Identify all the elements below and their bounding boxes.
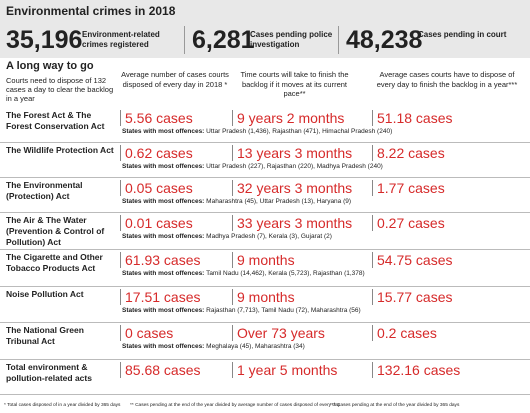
cell-value: 5.56 cases (120, 110, 193, 126)
separator (338, 26, 339, 54)
cell-value: 32 years 3 months (232, 180, 352, 196)
cell-value: Over 73 years (232, 325, 325, 341)
cell-value: 9 months (232, 289, 295, 305)
states: States with most offences: Madhya Prades… (122, 233, 332, 240)
cell-value: 0.2 cases (372, 325, 437, 341)
states-list: Tamil Nadu (14,462), Kerala (5,723), Raj… (206, 270, 365, 277)
footnote: ** Cases pending at the end of the year … (130, 403, 341, 408)
row-name: The Environmental (Protection) Act (6, 180, 83, 201)
header-band (0, 0, 530, 58)
table-row: The Wildlife Protection Act 0.62 cases 13 … (0, 143, 530, 178)
cell-value: 0.01 cases (120, 215, 193, 231)
row-name: Noise Pollution Act (6, 289, 84, 299)
states: States with most offences: Meghalaya (45… (122, 343, 305, 350)
cell-value: 1 year 5 months (232, 362, 337, 378)
states-label: States with most offences: (122, 128, 205, 135)
states-list: Rajasthan (7,713), Tamil Nadu (72), Maha… (206, 307, 361, 314)
table-row: The National Green Tribunal Act 0 cases Ov… (0, 323, 530, 360)
states: States with most offences: Tamil Nadu (1… (122, 270, 365, 277)
states-list: Uttar Pradesh (227), Rajasthan (220), Ma… (206, 163, 383, 170)
cell-value: 51.18 cases (372, 110, 453, 126)
row-name: Total environment & pollution-related ac… (6, 362, 92, 383)
cell-value: 17.51 cases (120, 289, 201, 305)
cell-value: 8.22 cases (372, 145, 445, 161)
states-list: Meghalaya (45), Maharashtra (34) (206, 343, 305, 350)
states-label: States with most offences: (122, 233, 205, 240)
cell-value: 9 months (232, 252, 295, 268)
column-header: Average cases courts have to dispose of … (376, 70, 518, 89)
stat-label: Cases pending in court (418, 30, 507, 39)
stat-value: 6,281 (192, 26, 255, 54)
title: Environmental crimes in 2018 (6, 4, 176, 18)
section-subtitle: Courts need to dispose of 132 cases a da… (6, 76, 114, 103)
table-row: The Forest Act & The Forest Conservation… (0, 108, 530, 143)
table-row: The Environmental (Protection) Act 0.05 c… (0, 178, 530, 213)
footnote: * Total cases disposed of in a year divi… (4, 403, 121, 408)
stat-value: 35,196 (6, 26, 83, 54)
stat-label: Cases pending police investigation (250, 30, 333, 49)
states: States with most offences: Uttar Pradesh… (122, 163, 383, 170)
states-label: States with most offences: (122, 270, 205, 277)
row-name: The Forest Act & The Forest Conservation… (6, 110, 105, 131)
states-list: Maharashtra (45), Uttar Pradesh (13), Ha… (206, 198, 352, 205)
cell-value: 0.05 cases (120, 180, 193, 196)
row-name: The National Green Tribunal Act (6, 325, 84, 346)
table-row: Noise Pollution Act 17.51 cases 9 months 15… (0, 287, 530, 323)
column-header: Time courts will take to finish the back… (240, 70, 349, 98)
states: States with most offences: Rajasthan (7,… (122, 307, 361, 314)
table-row: Total environment & pollution-related ac… (0, 360, 530, 395)
cell-value: 33 years 3 months (232, 215, 352, 231)
cell-value: 9 years 2 months (232, 110, 344, 126)
cell-value: 0 cases (120, 325, 173, 341)
cell-value: 1.77 cases (372, 180, 445, 196)
states-label: States with most offences: (122, 343, 205, 350)
cell-value: 61.93 cases (120, 252, 201, 268)
section-title: A long way to go (6, 60, 94, 72)
separator (184, 26, 185, 54)
cell-value: 15.77 cases (372, 289, 453, 305)
cell-value: 85.68 cases (120, 362, 201, 378)
cell-value: 0.62 cases (120, 145, 193, 161)
states-label: States with most offences: (122, 163, 205, 170)
cell-value: 54.75 cases (372, 252, 453, 268)
states-list: Madhya Pradesh (7), Kerala (3), Gujarat … (206, 233, 332, 240)
stat-label: Environment-related crimes registered (82, 30, 160, 49)
states-list: Uttar Pradesh (1,436), Rajasthan (471), … (206, 128, 393, 135)
cell-value: 0.27 cases (372, 215, 445, 231)
cell-value: 132.16 cases (372, 362, 460, 378)
footnote: *** Cases pending at the end of the year… (330, 403, 460, 408)
states: States with most offences: Maharashtra (… (122, 198, 351, 205)
row-name: The Air & The Water (Prevention & Contro… (6, 215, 105, 247)
states: States with most offences: Uttar Pradesh… (122, 128, 392, 135)
states-label: States with most offences: (122, 198, 205, 205)
column-header: Average number of cases courts disposed … (121, 70, 229, 89)
row-name: The Wildlife Protection Act (6, 145, 114, 155)
table-row: The Cigarette and Other Tobacco Products… (0, 250, 530, 287)
cell-value: 13 years 3 months (232, 145, 352, 161)
row-name: The Cigarette and Other Tobacco Products… (6, 252, 103, 273)
stat-value: 48,238 (346, 26, 423, 54)
states-label: States with most offences: (122, 307, 205, 314)
table-row: The Air & The Water (Prevention & Contro… (0, 213, 530, 250)
